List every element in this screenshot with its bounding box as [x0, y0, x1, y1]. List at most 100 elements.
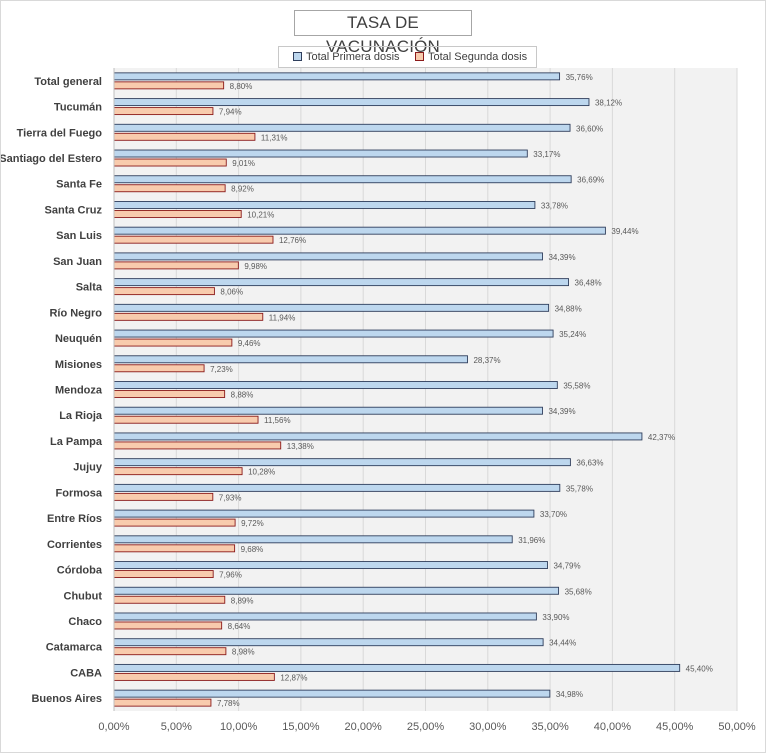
category-label: Tucumán [54, 102, 102, 114]
data-label-primera: 36,60% [576, 124, 603, 133]
category-label: Mendoza [55, 385, 103, 397]
data-label-primera: 35,68% [565, 587, 592, 596]
bar-segunda-dosis [113, 184, 226, 193]
chart-legend: Total Primera dosis Total Segunda dosis [278, 46, 537, 68]
bar-segunda-dosis [113, 492, 214, 501]
bar-segunda-dosis [113, 390, 226, 398]
bar-segunda-dosis [113, 672, 275, 681]
bar-primera-dosis [113, 509, 535, 518]
bar-primera-dosis [113, 432, 643, 441]
data-label-primera: 42,37% [648, 433, 675, 442]
data-label-primera: 34,79% [553, 562, 580, 571]
bar-segunda-dosis [113, 621, 223, 630]
category-label: Santa Fe [56, 179, 102, 191]
data-label-segunda: 10,21% [247, 210, 274, 219]
bar-segunda-dosis [113, 261, 239, 270]
data-label-segunda: 8,92% [231, 185, 254, 194]
bar-primera-dosis [113, 175, 572, 184]
bar-segunda-dosis [113, 235, 274, 244]
bar-segunda-dosis [113, 81, 225, 90]
category-label: Chaco [68, 616, 102, 628]
bar-primera-dosis [113, 123, 571, 132]
category-label: La Pampa [50, 436, 103, 448]
x-tick-label: 50,00% [718, 721, 756, 733]
data-label-segunda: 12,87% [280, 673, 307, 682]
category-label: San Juan [53, 256, 102, 268]
data-label-primera: 39,44% [611, 227, 638, 236]
bar-primera-dosis [113, 458, 571, 467]
bar-primera-dosis [113, 303, 550, 312]
bar-segunda-dosis [113, 570, 214, 578]
data-label-segunda: 11,31% [261, 133, 288, 142]
data-label-segunda: 12,76% [279, 236, 306, 245]
data-label-segunda: 9,72% [241, 519, 264, 528]
category-label: Tierra del Fuego [17, 127, 103, 139]
category-label: Corrientes [47, 539, 102, 551]
data-label-segunda: 7,78% [217, 699, 240, 708]
bar-segunda-dosis [113, 698, 212, 707]
bar-primera-dosis [113, 278, 569, 287]
bar-primera-dosis [113, 638, 544, 647]
data-label-primera: 34,39% [548, 407, 575, 416]
category-label: Chubut [64, 590, 103, 602]
bar-primera-dosis [113, 98, 590, 107]
legend-label-segunda: Total Segunda dosis [428, 51, 528, 63]
category-label: Córdoba [57, 565, 103, 577]
bar-primera-dosis [113, 406, 543, 415]
data-label-segunda: 8,80% [230, 82, 253, 91]
data-label-segunda: 7,93% [219, 493, 242, 502]
category-label: CABA [70, 667, 102, 679]
bar-primera-dosis [113, 586, 560, 595]
data-label-primera: 33,78% [541, 201, 568, 210]
data-label-segunda: 7,94% [219, 108, 242, 117]
data-label-segunda: 8,06% [220, 288, 243, 297]
data-label-segunda: 7,96% [219, 571, 242, 580]
data-label-primera: 33,70% [540, 510, 567, 519]
x-tick-label: 30,00% [469, 721, 507, 733]
legend-swatch-segunda [415, 51, 424, 61]
bar-primera-dosis [113, 329, 554, 338]
bar-segunda-dosis [113, 287, 215, 296]
bar-primera-dosis [113, 149, 528, 158]
data-label-primera: 35,78% [566, 484, 593, 493]
data-label-primera: 34,98% [556, 690, 583, 699]
data-label-primera: 33,90% [542, 613, 569, 622]
bar-primera-dosis [113, 612, 537, 621]
data-label-primera: 28,37% [473, 356, 500, 365]
bar-primera-dosis [113, 355, 468, 364]
category-label: Salta [76, 282, 103, 294]
data-label-primera: 34,39% [548, 253, 575, 262]
data-label-primera: 31,96% [518, 536, 545, 545]
bar-segunda-dosis [113, 595, 226, 604]
bar-primera-dosis [113, 381, 558, 389]
bar-segunda-dosis [113, 158, 227, 167]
category-label: Jujuy [73, 462, 103, 474]
legend-swatch-primera [293, 51, 302, 61]
x-tick-label: 35,00% [531, 721, 569, 733]
data-label-segunda: 9,01% [232, 159, 255, 168]
category-label: Santa Cruz [45, 204, 103, 216]
bar-segunda-dosis [113, 312, 264, 321]
bar-segunda-dosis [113, 338, 233, 347]
bar-segunda-dosis [113, 107, 214, 116]
data-label-primera: 35,76% [566, 73, 593, 82]
bar-primera-dosis [113, 201, 536, 209]
data-label-primera: 35,24% [559, 330, 586, 339]
x-tick-label: 10,00% [220, 721, 258, 733]
category-label: Neuquén [55, 333, 102, 345]
category-label: Formosa [56, 487, 103, 499]
bar-primera-dosis [113, 252, 543, 261]
bar-primera-dosis [113, 561, 548, 569]
category-label: Santiago del Estero [1, 153, 102, 165]
data-label-segunda: 7,23% [210, 365, 233, 374]
data-label-segunda: 9,68% [241, 545, 264, 554]
data-label-segunda: 9,46% [238, 339, 261, 348]
category-label: Buenos Aires [31, 693, 102, 705]
bar-segunda-dosis [113, 441, 282, 450]
data-label-segunda: 11,94% [269, 313, 296, 322]
category-label: Río Negro [49, 307, 102, 319]
bar-primera-dosis [113, 689, 551, 698]
data-label-segunda: 8,64% [228, 622, 251, 631]
bar-primera-dosis [113, 226, 606, 235]
